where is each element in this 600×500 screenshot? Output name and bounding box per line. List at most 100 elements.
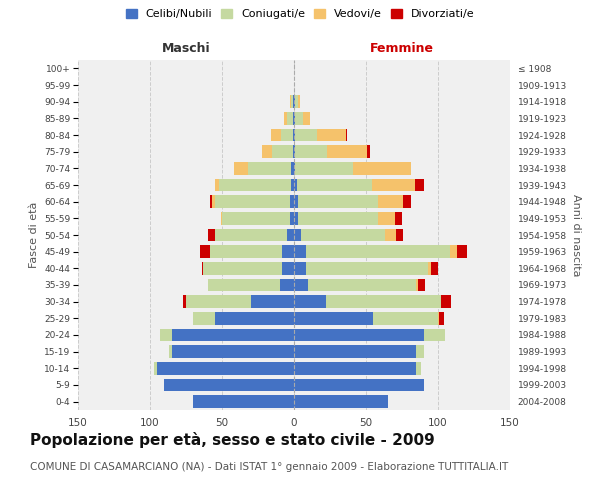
Bar	[215, 196, 290, 208]
Bar	[298, 212, 377, 224]
Bar	[294, 246, 305, 258]
Bar	[291, 162, 294, 174]
Bar	[431, 262, 438, 274]
Bar	[295, 112, 302, 124]
Bar	[215, 312, 294, 324]
Bar	[203, 262, 283, 274]
Bar	[215, 229, 287, 241]
Bar	[219, 179, 291, 192]
Y-axis label: Fasce di età: Fasce di età	[29, 202, 38, 268]
Bar	[301, 229, 385, 241]
Bar	[212, 196, 215, 208]
Bar	[294, 346, 416, 358]
Bar	[294, 129, 295, 141]
Bar	[326, 296, 441, 308]
Bar	[308, 279, 416, 291]
Bar	[287, 112, 293, 124]
Bar	[154, 362, 157, 374]
Bar	[294, 329, 424, 341]
Bar	[353, 162, 410, 174]
Bar	[208, 279, 280, 291]
Bar	[346, 129, 347, 141]
Bar	[262, 146, 272, 158]
Bar	[377, 196, 403, 208]
Bar	[271, 129, 281, 141]
Bar	[172, 329, 294, 341]
Bar	[416, 362, 421, 374]
Bar	[193, 312, 215, 324]
Bar	[272, 146, 293, 158]
Bar	[294, 196, 298, 208]
Bar	[208, 229, 215, 241]
Bar	[298, 196, 377, 208]
Bar	[222, 212, 290, 224]
Bar	[305, 262, 428, 274]
Bar	[372, 179, 415, 192]
Bar	[439, 312, 444, 324]
Bar	[416, 346, 424, 358]
Bar	[294, 179, 297, 192]
Bar	[298, 96, 300, 108]
Bar	[294, 146, 295, 158]
Bar	[415, 179, 424, 192]
Bar	[294, 279, 308, 291]
Bar	[211, 246, 283, 258]
Text: COMUNE DI CASAMARCIANO (NA) - Dati ISTAT 1° gennaio 2009 - Elaborazione TUTTITAL: COMUNE DI CASAMARCIANO (NA) - Dati ISTAT…	[30, 462, 508, 472]
Bar	[428, 262, 431, 274]
Bar	[233, 162, 248, 174]
Bar	[294, 112, 295, 124]
Bar	[441, 296, 451, 308]
Bar	[449, 246, 457, 258]
Bar	[327, 146, 367, 158]
Bar	[290, 212, 294, 224]
Bar	[293, 129, 294, 141]
Bar	[160, 329, 172, 341]
Bar	[424, 329, 445, 341]
Bar	[284, 112, 287, 124]
Bar	[287, 229, 294, 241]
Bar	[169, 346, 172, 358]
Bar	[294, 212, 298, 224]
Bar	[295, 146, 327, 158]
Bar	[211, 196, 212, 208]
Bar	[457, 246, 467, 258]
Bar	[302, 112, 310, 124]
Bar	[164, 379, 294, 391]
Bar	[248, 162, 291, 174]
Bar	[294, 96, 295, 108]
Bar	[295, 129, 317, 141]
Bar	[403, 196, 410, 208]
Bar	[294, 162, 295, 174]
Bar	[283, 262, 294, 274]
Bar	[418, 279, 425, 291]
Bar	[291, 96, 293, 108]
Bar	[215, 179, 219, 192]
Bar	[295, 162, 353, 174]
Bar	[294, 379, 424, 391]
Bar	[186, 296, 251, 308]
Bar	[377, 212, 395, 224]
Text: Maschi: Maschi	[161, 42, 211, 55]
Bar	[193, 396, 294, 408]
Bar	[396, 229, 403, 241]
Bar	[290, 96, 291, 108]
Bar	[293, 96, 294, 108]
Bar	[416, 279, 418, 291]
Text: Femmine: Femmine	[370, 42, 434, 55]
Bar	[385, 229, 396, 241]
Bar	[293, 146, 294, 158]
Bar	[172, 346, 294, 358]
Bar	[294, 229, 301, 241]
Bar	[200, 246, 211, 258]
Legend: Celibi/Nubili, Coniugati/e, Vedovi/e, Divorziati/e: Celibi/Nubili, Coniugati/e, Vedovi/e, Di…	[122, 6, 478, 22]
Bar	[295, 96, 298, 108]
Bar	[293, 112, 294, 124]
Bar	[305, 246, 449, 258]
Text: Popolazione per età, sesso e stato civile - 2009: Popolazione per età, sesso e stato civil…	[30, 432, 435, 448]
Bar	[294, 262, 305, 274]
Bar	[281, 129, 293, 141]
Bar	[294, 312, 373, 324]
Bar	[395, 212, 402, 224]
Bar	[221, 212, 222, 224]
Y-axis label: Anni di nascita: Anni di nascita	[571, 194, 581, 276]
